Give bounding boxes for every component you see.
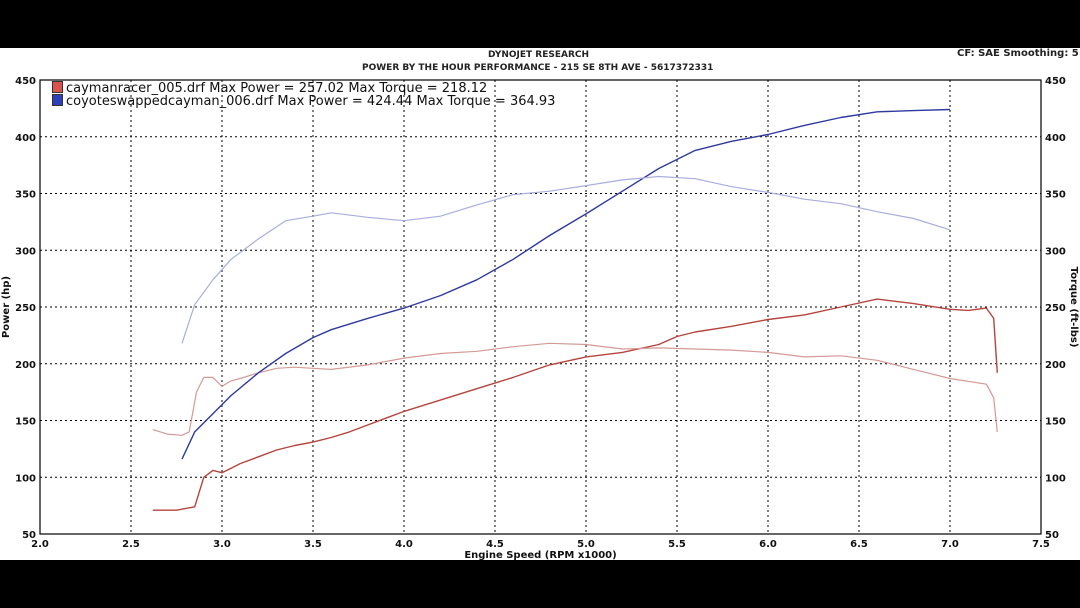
x-tick-label: 2.5 bbox=[122, 539, 140, 550]
series-line-power-caymanracer bbox=[152, 298, 998, 511]
y-tick-label-left: 50 bbox=[22, 530, 36, 541]
y-axis-title-right: Torque (ft-lbs) bbox=[1068, 267, 1079, 348]
x-tick-label: 4.0 bbox=[395, 539, 413, 550]
y-axis-title-left: Power (hp) bbox=[1, 276, 12, 338]
chart-svg: 2.0 2.5 3.0 3.5 4.0 4.5 5.0 5.5 6.0 6.5 7.0 7.550 50… bbox=[1, 76, 1079, 560]
y-tick-label-right: 350 bbox=[1045, 190, 1066, 201]
x-tick-label: 6.0 bbox=[759, 539, 777, 550]
y-tick-label-left: 400 bbox=[15, 133, 36, 144]
y-tick-label-right: 100 bbox=[1045, 473, 1066, 484]
x-tick-label: 7.0 bbox=[941, 539, 959, 550]
y-tick-label-right: 300 bbox=[1045, 246, 1066, 257]
x-tick-label: 6.5 bbox=[850, 539, 868, 550]
legend-entry-caymanracer: caymanracer_005.drf Max Power = 257.02 M… bbox=[52, 81, 487, 96]
series-line-torque-caymanracer bbox=[152, 342, 998, 436]
y-tick-label-right: 150 bbox=[1045, 417, 1066, 428]
header-company: DYNOJET RESEARCH bbox=[488, 50, 590, 60]
header-settings: CF: SAE Smoothing: 5 bbox=[957, 48, 1079, 59]
x-tick-label: 4.5 bbox=[486, 539, 504, 550]
y-tick-label-left: 300 bbox=[15, 246, 36, 257]
x-tick-label: 2.0 bbox=[31, 539, 49, 550]
series-line-torque-coyoteswapped bbox=[181, 175, 951, 344]
y-tick-label-right: 200 bbox=[1045, 360, 1066, 371]
y-tick-label-right: 450 bbox=[1045, 76, 1066, 87]
y-tick-label-left: 250 bbox=[15, 303, 36, 314]
x-tick-label: 7.5 bbox=[1032, 539, 1050, 550]
legend-swatch-red bbox=[52, 81, 63, 93]
header-shop: POWER BY THE HOUR PERFORMANCE - 215 SE 8… bbox=[362, 63, 714, 73]
y-tick-label-left: 450 bbox=[15, 76, 36, 87]
y-tick-label-left: 350 bbox=[15, 190, 36, 201]
y-tick-label-right: 50 bbox=[1045, 530, 1059, 541]
legend-text-coyoteswapped: coyoteswappedcayman_006.drf Max Power = … bbox=[66, 94, 556, 109]
y-tick-label-left: 200 bbox=[15, 360, 36, 371]
x-tick-label: 5.0 bbox=[577, 539, 595, 550]
series-line-power-coyoteswapped bbox=[181, 108, 951, 460]
x-tick-label: 3.5 bbox=[304, 539, 322, 550]
y-tick-label-left: 100 bbox=[15, 473, 36, 484]
x-tick-label: 5.5 bbox=[668, 539, 686, 550]
y-tick-label-right: 250 bbox=[1045, 303, 1066, 314]
y-tick-label-right: 400 bbox=[1045, 133, 1066, 144]
legend-swatch-blue bbox=[52, 94, 63, 106]
x-axis-title: Engine Speed (RPM x1000) bbox=[464, 550, 616, 560]
x-tick-label: 3.0 bbox=[213, 539, 231, 550]
dyno-chart-panel: DYNOJET RESEARCH POWER BY THE HOUR PERFO… bbox=[0, 48, 1080, 560]
legend-entry-coyoteswapped: coyoteswappedcayman_006.drf Max Power = … bbox=[52, 94, 555, 109]
y-tick-label-left: 150 bbox=[15, 417, 36, 428]
legend-text-caymanracer: caymanracer_005.drf Max Power = 257.02 M… bbox=[66, 81, 488, 96]
